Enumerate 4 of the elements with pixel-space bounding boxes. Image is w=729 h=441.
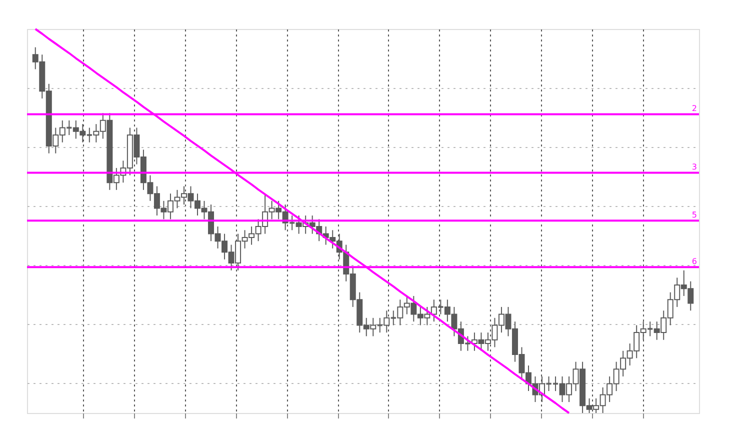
annotation: 6: [692, 257, 697, 266]
annotation: 5: [692, 210, 697, 220]
annotation: 3: [692, 162, 697, 172]
annotation: 2: [692, 104, 697, 114]
